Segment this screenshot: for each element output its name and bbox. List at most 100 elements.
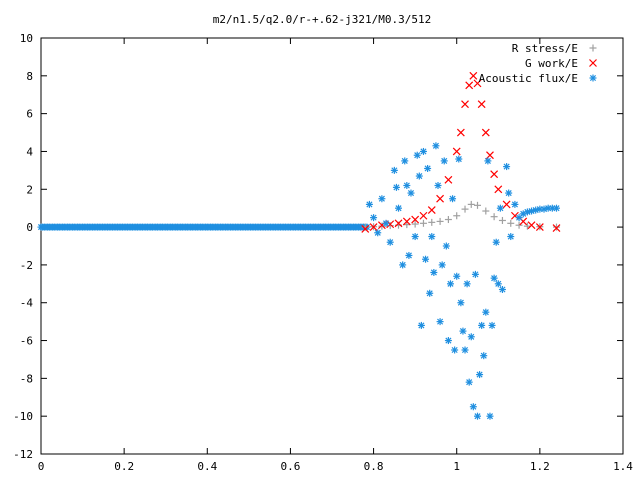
acoustic-flux-point xyxy=(428,233,436,241)
g-work-point xyxy=(481,128,490,137)
acoustic-flux-point xyxy=(469,403,477,411)
acoustic-flux-point xyxy=(440,157,448,165)
acoustic-flux-point xyxy=(482,308,490,316)
y-tick-label: -6 xyxy=(20,335,33,348)
acoustic-flux-point xyxy=(386,238,394,246)
acoustic-flux-point xyxy=(488,321,496,329)
acoustic-flux-point xyxy=(401,157,409,165)
g-work-point xyxy=(444,175,453,184)
legend-marker xyxy=(589,44,597,52)
g-work-point xyxy=(477,100,486,109)
acoustic-flux-point xyxy=(511,200,519,208)
plot-frame xyxy=(40,37,624,455)
r-stress-point xyxy=(552,223,560,231)
legend: R stress/E G work/E Acoustic flux/E xyxy=(479,42,597,85)
g-work-point xyxy=(465,81,474,90)
acoustic-flux-point xyxy=(480,352,488,360)
legend-label: G work/E xyxy=(525,57,578,70)
g-work-point xyxy=(402,217,411,226)
acoustic-flux-point xyxy=(413,151,421,159)
acoustic-flux-point xyxy=(457,299,465,307)
x-tick-label: 1 xyxy=(453,460,460,473)
y-tick-label: -2 xyxy=(20,259,33,272)
acoustic-flux-point xyxy=(434,181,442,189)
acoustic-flux-point xyxy=(378,195,386,203)
acoustic-flux-point xyxy=(417,321,425,329)
legend-label: Acoustic flux/E xyxy=(479,72,578,85)
acoustic-flux-point xyxy=(471,270,479,278)
acoustic-flux-point xyxy=(426,289,434,297)
g-work-point xyxy=(427,206,436,214)
acoustic-flux-point xyxy=(407,189,415,197)
g-work-point xyxy=(394,219,403,228)
legend-marker xyxy=(589,74,597,82)
acoustic-flux-point xyxy=(467,333,475,341)
acoustic-flux-point xyxy=(438,261,446,269)
y-tick-label: 0 xyxy=(26,221,33,234)
data-points xyxy=(37,71,561,420)
acoustic-flux-point xyxy=(415,172,423,180)
acoustic-flux-point xyxy=(459,327,467,335)
g-work-point xyxy=(419,211,428,220)
x-tick-label: 0.8 xyxy=(364,460,384,473)
y-tick-label: -4 xyxy=(20,297,34,310)
acoustic-flux-point xyxy=(403,181,411,189)
acoustic-flux-point xyxy=(436,318,444,326)
g-work-point xyxy=(490,170,499,179)
x-tick-label: 0 xyxy=(38,460,45,473)
g-work-point xyxy=(473,79,482,88)
y-tick-label: -8 xyxy=(20,372,33,385)
x-tick-label: 0.6 xyxy=(280,460,300,473)
acoustic-flux-point xyxy=(552,204,560,212)
acoustic-flux-point xyxy=(492,238,500,246)
acoustic-flux-point xyxy=(419,147,427,155)
acoustic-flux-point xyxy=(507,233,515,241)
x-tick-label: 0.2 xyxy=(114,460,134,473)
g-work-point xyxy=(361,225,370,233)
r-stress-point xyxy=(453,212,461,220)
r-stress-point xyxy=(523,222,531,230)
r-stress-point xyxy=(498,216,506,224)
g-work-point xyxy=(552,224,561,232)
acoustic-flux-point xyxy=(405,251,413,259)
y-tick-label: 2 xyxy=(26,183,33,196)
acoustic-flux-point xyxy=(444,337,452,345)
r-stress-point xyxy=(474,201,481,209)
y-tick-label: 10 xyxy=(20,32,33,45)
y-tick-label: -12 xyxy=(13,448,33,461)
r-stress-point xyxy=(515,221,523,229)
acoustic-flux-point xyxy=(411,233,419,241)
x-tick-label: 1.4 xyxy=(613,460,633,473)
acoustic-flux-point xyxy=(486,412,494,420)
acoustic-flux-point xyxy=(451,346,459,354)
g-work-point xyxy=(452,147,461,156)
r-stress-point xyxy=(461,205,469,213)
r-stress-point xyxy=(428,218,436,226)
acoustic-flux-point xyxy=(453,272,461,280)
acoustic-flux-point xyxy=(432,142,440,150)
g-work-point xyxy=(527,221,536,230)
acoustic-flux-point xyxy=(449,195,457,203)
g-work-point xyxy=(369,223,378,232)
acoustic-flux-point xyxy=(374,229,382,237)
g-work-point xyxy=(535,223,544,232)
y-tick-label: 6 xyxy=(26,108,33,121)
acoustic-flux-point xyxy=(484,157,492,165)
acoustic-flux-point xyxy=(478,321,486,329)
acoustic-flux-point xyxy=(446,280,454,288)
acoustic-flux-point xyxy=(392,183,400,191)
acoustic-flux-point xyxy=(442,242,450,250)
acoustic-flux-point xyxy=(498,285,506,293)
g-work-point xyxy=(436,194,445,203)
acoustic-flux-point xyxy=(515,214,523,222)
y-tick-label: -10 xyxy=(13,410,33,423)
acoustic-flux-point xyxy=(476,371,484,379)
chart-title: m2/n1.5/q2.0/r-+.62-j321/M0.3/512 xyxy=(213,13,432,26)
acoustic-flux-point xyxy=(365,200,373,208)
g-work-point xyxy=(502,200,511,209)
y-tick-label: 8 xyxy=(26,70,33,83)
acoustic-flux-point xyxy=(399,261,407,269)
g-work-point xyxy=(494,185,503,194)
r-stress-point xyxy=(507,219,515,227)
